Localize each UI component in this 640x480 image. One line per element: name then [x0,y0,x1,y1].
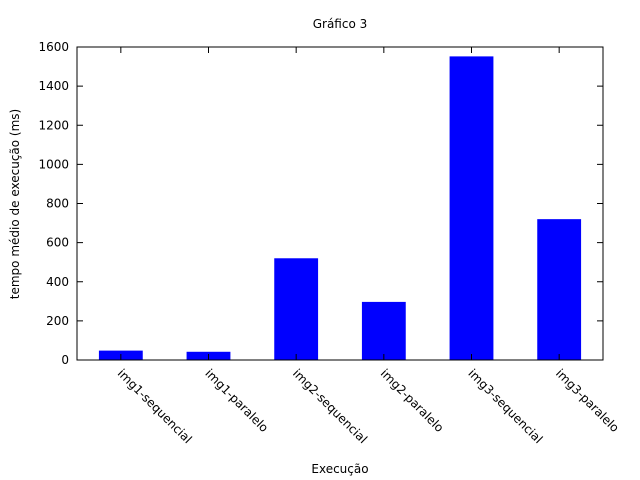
y-tick-label: 0 [61,353,69,367]
x-axis-label: Execução [311,462,368,476]
bar-img2-sequencial [274,258,319,360]
x-tick-label: img1-sequencial [115,366,195,446]
y-tick-label: 200 [46,314,69,328]
y-tick-label: 1600 [38,40,69,54]
y-tick-label: 1200 [38,118,69,132]
chart-title: Gráfico 3 [313,17,368,31]
plot-frame [76,46,604,361]
y-tick-label: 1000 [38,157,69,171]
y-tick-label: 600 [46,236,69,250]
bar-img2-paralelo [361,301,406,360]
y-axis-ticks: 0 200 400 600 800 1000 1200 1400 1600 [38,40,603,367]
bar-img3-paralelo [537,219,582,360]
bars-group [98,56,582,360]
x-tick-label: img3-paralelo [553,366,622,435]
y-tick-label: 400 [46,275,69,289]
y-tick-label: 1400 [38,79,69,93]
x-tick-label: img3-sequencial [465,366,545,446]
x-tick-label: img1-paralelo [202,366,271,435]
x-tick-label: img2-sequencial [290,366,370,446]
x-tick-label: img2-paralelo [378,366,447,435]
y-tick-label: 800 [46,197,69,211]
bar-img3-sequencial [449,56,494,360]
y-axis-label: tempo médio de execução (ms) [8,109,22,299]
